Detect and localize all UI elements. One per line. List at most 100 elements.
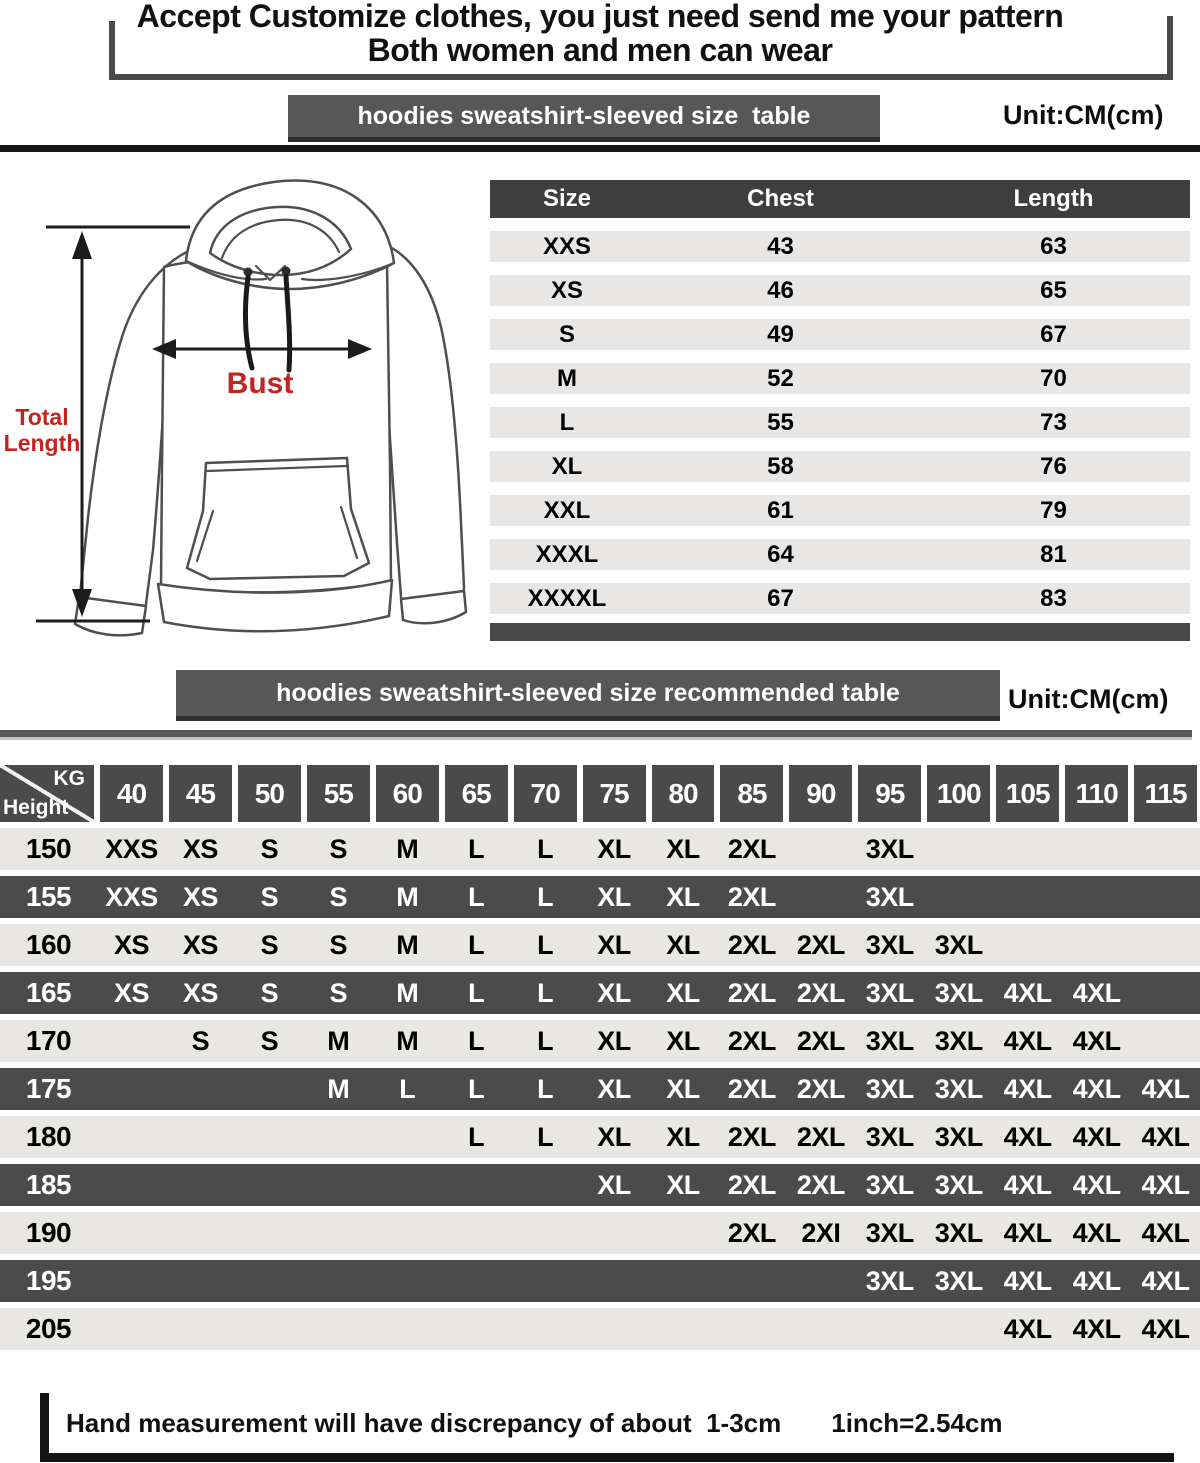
size-cell: M — [327, 1073, 350, 1104]
size-cell: 4XL — [1003, 977, 1053, 1008]
size-cell: 3XL — [934, 1073, 984, 1104]
recommend-table-header-row: KG Height 40 45 50 55 60 65 70 75 80 85 90 95 100 105 11… — [0, 765, 1200, 822]
size-cell: L — [468, 977, 485, 1008]
weight-header-80: 80 — [651, 765, 715, 822]
hoodie-pocket-seam — [205, 464, 348, 473]
recommended-size-table: KG Height 40 45 50 55 60 65 70 75 80 85 90 95 100 105 11… — [0, 765, 1200, 1350]
size-cell: S — [329, 977, 348, 1008]
length-value: 63 — [1040, 232, 1067, 260]
size-cell: XL — [597, 977, 631, 1008]
height-label-175: 175 — [25, 1073, 72, 1104]
chest-value: 55 — [767, 408, 794, 436]
size-cell: 4XL — [1141, 1073, 1191, 1104]
chest-value: 49 — [767, 320, 794, 348]
size-cell: 2XL — [727, 977, 777, 1008]
size-cell: L — [468, 929, 485, 960]
size-cell: 2XL — [727, 1121, 777, 1152]
size-cell: 3XL — [865, 1169, 915, 1200]
size-cell: S — [260, 1025, 279, 1056]
weight-header-110: 110 — [1065, 765, 1129, 822]
size-cell: L — [537, 833, 554, 864]
title-frame-bottom — [109, 74, 1173, 80]
size-cell: L — [537, 881, 554, 912]
chest-value: 58 — [767, 452, 794, 480]
size-table: Size Chest Length XXS 43 63 XS 46 65 S 49 67 M 52 70 L 5… — [490, 180, 1190, 641]
chest-value: 67 — [767, 584, 794, 612]
size-cell: 4XL — [1141, 1265, 1191, 1296]
size-value: XXS — [542, 232, 592, 260]
size-cell: 4XL — [1003, 1121, 1053, 1152]
length-value: 83 — [1040, 584, 1067, 612]
size-cell: XS — [113, 929, 150, 960]
height-label-170: 170 — [25, 1025, 72, 1056]
bust-arrowhead-left — [152, 339, 176, 359]
size-cell: XL — [597, 929, 631, 960]
size-cell: XL — [666, 1169, 700, 1200]
size-cell: L — [399, 1073, 416, 1104]
size-cell: XXS — [105, 881, 158, 912]
size-cell: 4XL — [1072, 1073, 1122, 1104]
size-value: XL — [551, 452, 583, 480]
size-table-header-row: Size Chest Length — [490, 180, 1190, 218]
size-cell: S — [329, 881, 348, 912]
size-cell: L — [537, 1025, 554, 1056]
size-cell: L — [468, 881, 485, 912]
weight-header-115: 115 — [1134, 765, 1197, 822]
size-cell: XS — [113, 977, 150, 1008]
size-value: XXL — [543, 496, 591, 524]
size-cell: 2XL — [796, 1025, 846, 1056]
size-cell: XS — [182, 929, 219, 960]
size-table-row-xxl: XXL 61 79 — [490, 495, 1190, 526]
page-title-line-2: Both women and men can wear — [367, 32, 833, 68]
size-cell: 3XL — [865, 929, 915, 960]
weight-header-100: 100 — [927, 765, 991, 822]
size-cell: 3XL — [934, 1025, 984, 1056]
footer-conversion: 1inch=2.54cm — [831, 1407, 1003, 1438]
total-length-label: Total Length — [3, 404, 81, 456]
size-table-row-xxs: XXS 43 63 — [490, 231, 1190, 262]
size-cell: S — [191, 1025, 210, 1056]
size-cell: 2XL — [796, 1073, 846, 1104]
size-cell: S — [329, 929, 348, 960]
size-cell: 4XL — [1003, 1025, 1053, 1056]
recommend-row-155: 155 XXS XS S S M L L XL XL 2XL 3XL — [0, 876, 1200, 918]
size-cell: 4XL — [1141, 1217, 1191, 1248]
size-cell: M — [327, 1025, 350, 1056]
size-cell: 4XL — [1003, 1073, 1053, 1104]
weight-header-50: 50 — [237, 765, 301, 822]
size-cell: 4XL — [1072, 1169, 1122, 1200]
chest-value: 52 — [767, 364, 794, 392]
size-cell: 2XL — [796, 929, 846, 960]
size-cell: 4XL — [1072, 1121, 1122, 1152]
chest-value: 46 — [767, 276, 794, 304]
size-cell: 3XL — [934, 1265, 984, 1296]
size-cell: 2XL — [727, 1217, 777, 1248]
weight-header-45: 45 — [168, 765, 232, 822]
size-cell: L — [468, 1025, 485, 1056]
size-cell: 4XL — [1072, 977, 1122, 1008]
size-value: XS — [550, 276, 583, 304]
hoodie-pocket — [185, 456, 371, 581]
size-cell: 4XL — [1003, 1169, 1053, 1200]
size-value: M — [557, 364, 577, 392]
height-label-165: 165 — [25, 977, 72, 1008]
corner-height-label: Height — [3, 796, 69, 819]
size-value: XXXXL — [527, 584, 607, 612]
size-cell: M — [396, 833, 419, 864]
size-cell: S — [329, 833, 348, 864]
size-cell: S — [260, 977, 279, 1008]
size-cell: 2XL — [727, 929, 777, 960]
kg-height-corner-cell: KG Height — [0, 765, 94, 822]
size-cell: L — [537, 977, 554, 1008]
size-cell: XS — [182, 977, 219, 1008]
height-label-195: 195 — [25, 1265, 72, 1296]
size-table-bottom-bar — [490, 623, 1190, 641]
length-value: 79 — [1040, 496, 1067, 524]
height-label-185: 185 — [25, 1169, 72, 1200]
size-cell: XL — [597, 1169, 631, 1200]
recommend-row-165: 165 XS XS S S M L L XL XL 2XL 2XL 3XL 3XL 4XL 4XL — [0, 972, 1200, 1014]
size-cell: 3XL — [865, 1073, 915, 1104]
size-cell: XL — [666, 1025, 700, 1056]
size-cell: 2XL — [727, 1169, 777, 1200]
